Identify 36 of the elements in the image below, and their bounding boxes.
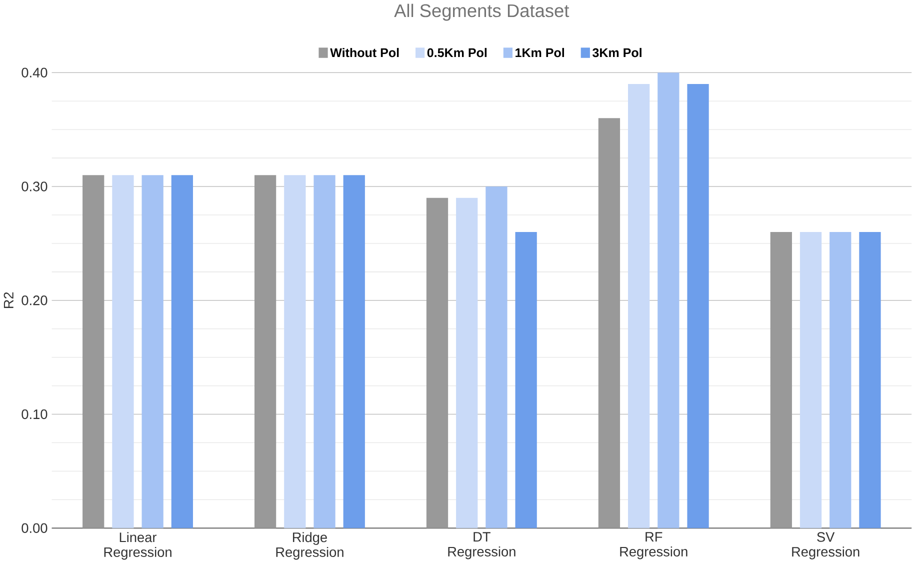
bar	[112, 174, 134, 528]
bar	[598, 118, 620, 528]
x-tick-label: SV Regression	[792, 532, 860, 560]
bar	[314, 174, 336, 528]
bar	[770, 232, 792, 528]
bar	[515, 232, 537, 528]
y-tick-label: 0.00	[22, 523, 48, 533]
y-axis-title: R2	[4, 292, 14, 308]
x-tick-label: RF Regression	[620, 532, 688, 559]
legend-label: Without Pol	[330, 48, 399, 57]
bar	[628, 84, 650, 528]
bar	[800, 232, 822, 528]
bar	[658, 72, 680, 528]
bar	[171, 174, 193, 528]
bar	[426, 198, 448, 528]
y-tick-label: 0.30	[22, 181, 48, 192]
y-tick-label: 0.20	[22, 295, 48, 305]
bar	[82, 174, 104, 528]
bar	[687, 84, 709, 528]
legend-label: 1Km Pol	[516, 48, 564, 57]
y-tick-label: 0.40	[22, 68, 48, 78]
x-tick-label: Linear Regression	[104, 532, 172, 560]
bar	[486, 186, 508, 528]
x-tick-label: DT Regression	[448, 532, 516, 559]
chart-title: All Segments Dataset	[394, 4, 570, 21]
bar	[142, 174, 164, 528]
bar	[284, 174, 306, 528]
legend-label: 3Km Pol	[592, 48, 642, 57]
bar	[456, 198, 478, 528]
bar	[254, 174, 276, 528]
x-tick-label: Ridge Regression	[276, 532, 344, 560]
legend-label: 0.5Km Pol	[427, 48, 487, 57]
bar	[830, 232, 852, 528]
bar	[859, 232, 881, 528]
y-tick-label: 0.10	[22, 409, 48, 419]
bar	[343, 174, 365, 528]
